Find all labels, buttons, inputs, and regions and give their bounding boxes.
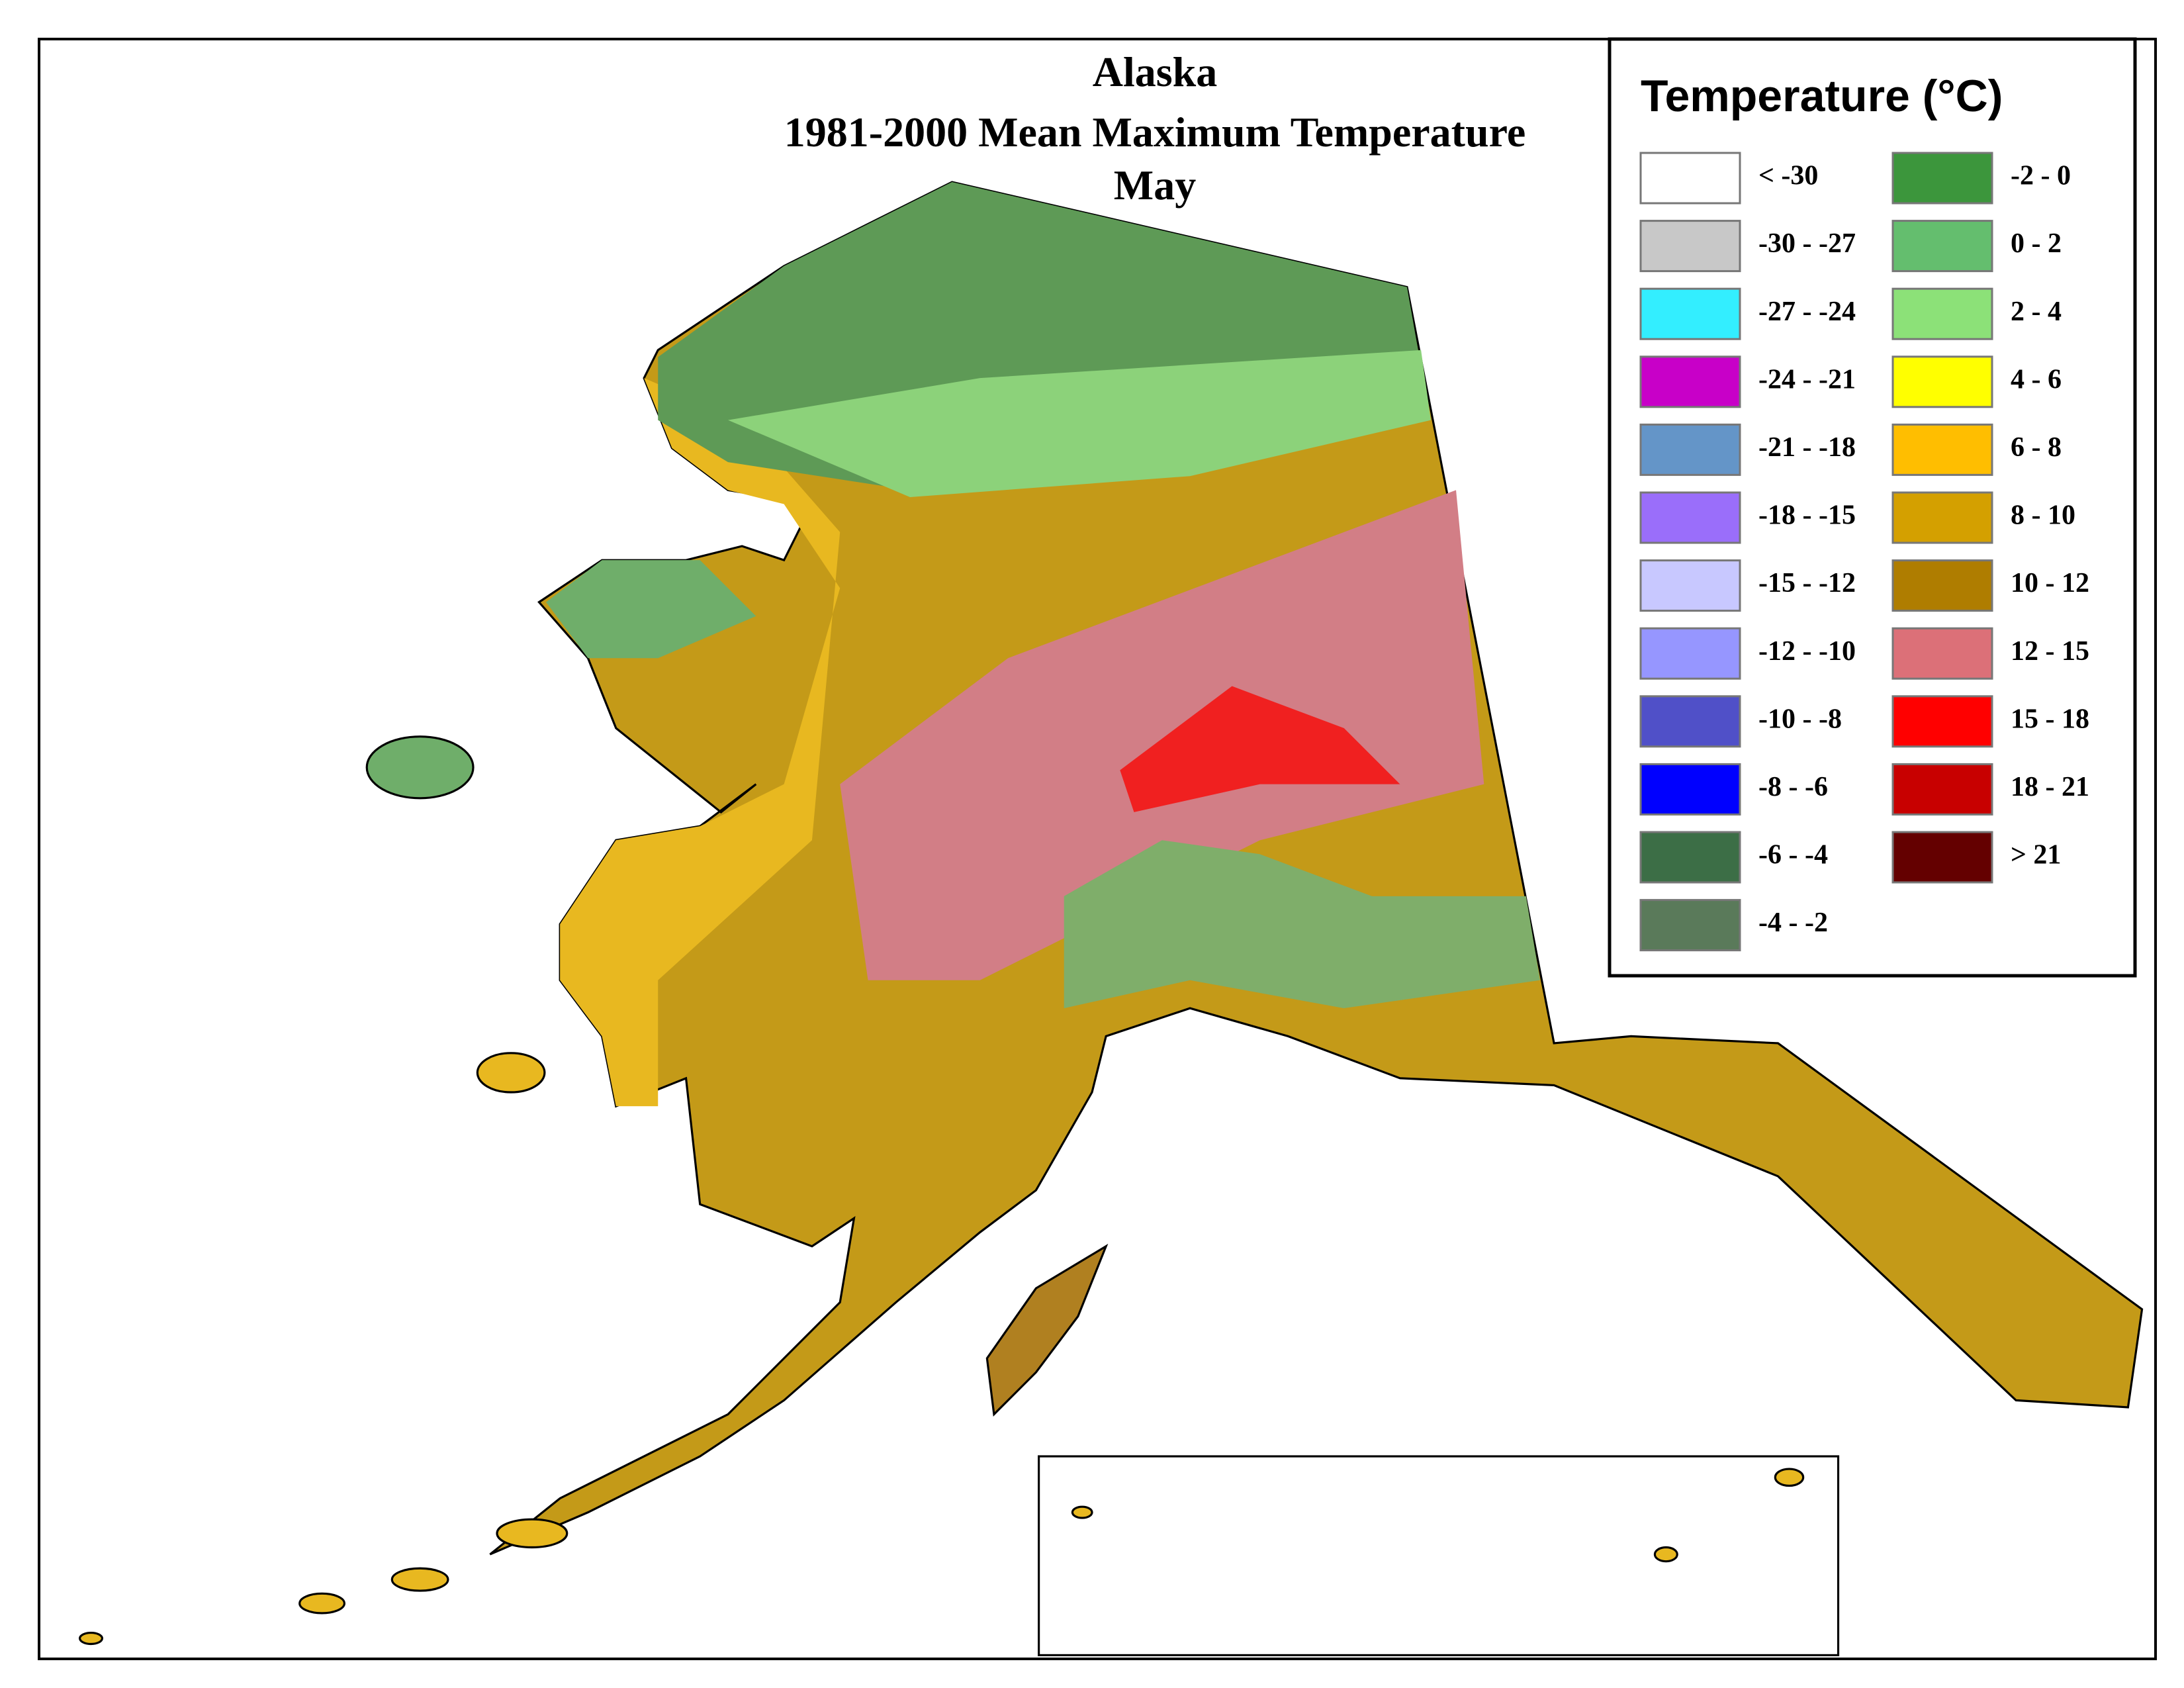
legend-swatch <box>1891 627 1993 680</box>
legend-items: < -30 -30 - -27 -27 - -24 -24 - -21 -21 - -1… <box>1639 152 2089 952</box>
brooks-range-zone <box>728 350 1431 497</box>
legend-label: -30 - -27 <box>1758 228 1856 259</box>
legend-swatch <box>1891 695 1993 748</box>
legend-label: -2 - 0 <box>2011 161 2071 191</box>
legend-label: -8 - -6 <box>1758 772 1828 802</box>
nunivak-island <box>476 1052 546 1094</box>
legend-label: 10 - 12 <box>2011 568 2089 598</box>
legend-swatch <box>1639 831 1741 884</box>
legend-swatch <box>1891 220 1993 273</box>
alaska-range-zone <box>1064 840 1540 1009</box>
legend-label: 15 - 18 <box>2011 704 2089 734</box>
west-coast-zone <box>560 378 841 1107</box>
legend-swatch <box>1639 491 1741 544</box>
legend-swatch <box>1639 220 1741 273</box>
alaska-map <box>78 181 2144 1656</box>
legend-label: -24 - -21 <box>1758 364 1856 395</box>
legend-swatch <box>1891 287 1993 340</box>
aleutian-island <box>78 1631 104 1646</box>
legend-swatch <box>1639 423 1741 476</box>
legend-label: -15 - -12 <box>1758 568 1856 598</box>
legend-label: > 21 <box>2011 840 2061 870</box>
legend-label: -4 - -2 <box>1758 908 1828 938</box>
interior-zone <box>840 490 1484 980</box>
legend-swatch <box>1891 559 1993 612</box>
legend-swatch <box>1639 559 1741 612</box>
legend-swatch <box>1891 355 1993 408</box>
legend-swatch <box>1639 627 1741 680</box>
aleutian-island <box>390 1567 449 1592</box>
inset-island <box>1653 1546 1678 1563</box>
legend-title: Temperature (°C) <box>1641 71 2003 121</box>
legend-swatch <box>1891 831 1993 884</box>
legend-label: 18 - 21 <box>2011 772 2089 802</box>
legend-label: -10 - -8 <box>1758 704 1842 734</box>
hot-interior-zone <box>1120 686 1400 812</box>
legend-swatch <box>1891 491 1993 544</box>
legend-label: 8 - 10 <box>2011 500 2075 531</box>
legend-label: -21 - -18 <box>1758 432 1856 463</box>
aleutian-island <box>496 1518 569 1549</box>
seward-peninsula <box>546 560 756 659</box>
legend-label: 12 - 15 <box>2011 636 2089 667</box>
inset-island <box>1774 1468 1805 1487</box>
st-lawrence-island <box>365 735 475 800</box>
inset-frame <box>1038 1455 1840 1656</box>
legend-swatch <box>1639 355 1741 408</box>
aleutian-island <box>298 1592 345 1615</box>
legend-label: 0 - 2 <box>2011 228 2062 259</box>
legend-swatch <box>1639 152 1741 205</box>
legend-swatch <box>1639 287 1741 340</box>
map-title: May <box>1114 162 1196 209</box>
map-title: 1981-2000 Mean Maximum Temperature <box>784 109 1525 156</box>
legend-swatch <box>1891 152 1993 205</box>
legend-label: -12 - -10 <box>1758 636 1856 667</box>
legend-label: -27 - -24 <box>1758 297 1856 327</box>
legend-swatch <box>1639 763 1741 816</box>
legend-swatch <box>1891 763 1993 816</box>
kodiak-island <box>985 1243 1109 1417</box>
mainland <box>489 181 2144 1556</box>
legend-label: < -30 <box>1758 161 1818 191</box>
legend-label: 4 - 6 <box>2011 364 2062 395</box>
legend-label: -6 - -4 <box>1758 840 1828 870</box>
map-title: Alaska <box>1093 48 1218 95</box>
legend-swatch <box>1891 423 1993 476</box>
legend-label: -18 - -15 <box>1758 500 1856 531</box>
legend-swatch <box>1639 695 1741 748</box>
legend-swatch <box>1639 899 1741 952</box>
legend-label: 2 - 4 <box>2011 297 2062 327</box>
legend-label: 6 - 8 <box>2011 432 2062 463</box>
inset-island <box>1071 1505 1093 1519</box>
